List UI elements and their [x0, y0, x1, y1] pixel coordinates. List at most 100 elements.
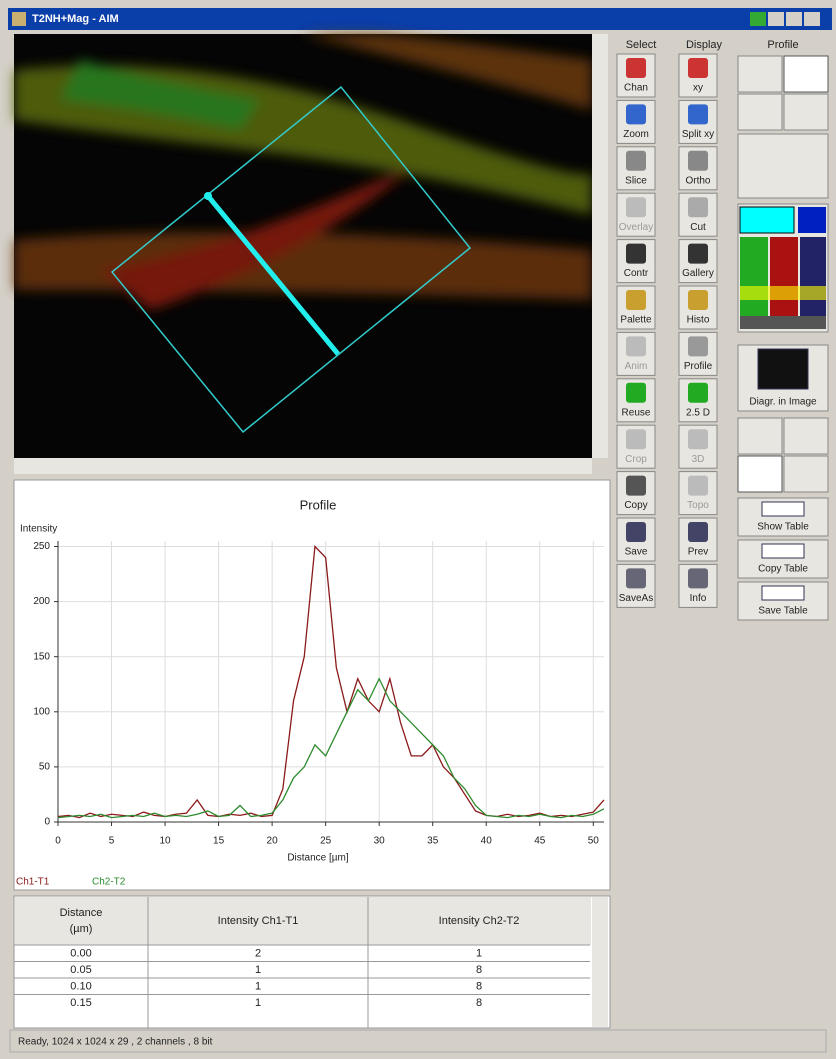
button-icon: [626, 58, 646, 78]
table-cell: 0.05: [70, 964, 91, 976]
control-button[interactable]: [804, 12, 820, 26]
tool-button[interactable]: [784, 94, 828, 130]
button-icon: [626, 104, 646, 124]
table-cell: 2: [255, 947, 261, 959]
x-tick-label: 35: [427, 836, 439, 847]
y-tick-label: 0: [44, 817, 50, 828]
button-icon: [688, 290, 708, 310]
button-label: 3D: [692, 454, 705, 465]
button-label: SaveAs: [619, 593, 653, 604]
button-icon: [688, 104, 708, 124]
tool-button[interactable]: [784, 418, 828, 454]
color-swatch[interactable]: [770, 237, 798, 329]
button-label: Info: [690, 593, 707, 604]
color-swatch[interactable]: [798, 207, 826, 233]
button-label: Slice: [625, 175, 647, 186]
button-icon: [688, 197, 708, 217]
button-icon: [626, 568, 646, 588]
button-label: Contr: [624, 268, 649, 279]
column-header: Intensity Ch2-T2: [439, 915, 520, 927]
tool-button[interactable]: [784, 56, 828, 92]
legend-entry: Ch2-T2: [92, 877, 126, 888]
table-cell: 8: [476, 964, 482, 976]
color-swatch[interactable]: [800, 237, 826, 329]
button-icon: [626, 476, 646, 496]
button-icon: [688, 429, 708, 449]
button-label: Save: [625, 547, 648, 558]
tool-button[interactable]: [784, 456, 828, 492]
button-icon: [758, 349, 808, 389]
toolbar-heading: Profile: [767, 39, 798, 51]
button-label: Overlay: [619, 222, 653, 233]
button-label: Anim: [625, 361, 648, 372]
button-label: xy: [693, 83, 703, 94]
line-style-panel[interactable]: [738, 134, 828, 198]
button-label: Chan: [624, 83, 648, 94]
button-label: Cut: [690, 222, 706, 233]
button-label: Gallery: [682, 268, 714, 279]
table-cell: 0.00: [70, 947, 91, 959]
y-axis-label: Intensity: [20, 524, 57, 535]
control-button[interactable]: [750, 12, 766, 26]
button-label: Histo: [687, 315, 710, 326]
v-scrollbar[interactable]: [592, 34, 608, 458]
button-icon: [688, 383, 708, 403]
button-label: Copy Table: [758, 564, 808, 575]
table-scrollbar[interactable]: [592, 897, 608, 1027]
line-handle[interactable]: [204, 192, 212, 200]
x-tick-label: 0: [55, 836, 61, 847]
h-scrollbar[interactable]: [14, 458, 592, 474]
button-label: Show Table: [757, 522, 809, 533]
button-icon: [626, 522, 646, 542]
x-tick-label: 30: [374, 836, 386, 847]
tool-button[interactable]: [738, 418, 782, 454]
column-header: Intensity Ch1-T1: [218, 915, 299, 927]
app-icon: [12, 12, 26, 26]
table-cell: 8: [476, 980, 482, 992]
x-tick-label: 10: [159, 836, 171, 847]
button-label: Split xy: [682, 129, 714, 140]
tool-button[interactable]: [738, 56, 782, 92]
status-text: Ready, 1024 x 1024 x 29 , 2 channels , 8…: [18, 1037, 213, 1048]
button-icon: [688, 568, 708, 588]
button-icon: [626, 290, 646, 310]
button-icon: [626, 383, 646, 403]
button-icon: [762, 544, 804, 558]
color-swatch[interactable]: [740, 207, 794, 233]
control-button[interactable]: [786, 12, 802, 26]
y-tick-label: 250: [33, 541, 50, 552]
toolbar-heading: Display: [686, 39, 723, 51]
control-button[interactable]: [768, 12, 784, 26]
tool-button[interactable]: [738, 456, 782, 492]
y-tick-label: 50: [39, 762, 51, 773]
color-swatch[interactable]: [740, 286, 826, 300]
color-swatch[interactable]: [740, 237, 768, 329]
color-swatch[interactable]: [740, 316, 826, 329]
tool-button[interactable]: [738, 94, 782, 130]
button-icon: [626, 244, 646, 264]
chart-panel: [14, 480, 610, 890]
button-label: Zoom: [623, 129, 649, 140]
app-window: T2NH+Mag - AIM Profile Intensity Distanc…: [0, 0, 836, 1059]
button-label: Copy: [624, 500, 647, 511]
title-bar: [8, 8, 832, 30]
y-tick-label: 150: [33, 651, 50, 662]
button-icon: [688, 244, 708, 264]
x-tick-label: 5: [109, 836, 115, 847]
y-tick-label: 200: [33, 596, 50, 607]
x-tick-label: 25: [320, 836, 332, 847]
table-cell: 1: [255, 980, 261, 992]
button-label: 2.5 D: [686, 407, 710, 418]
table-cell: 1: [476, 947, 482, 959]
button-label: Palette: [620, 315, 652, 326]
button-icon: [688, 522, 708, 542]
button-icon: [688, 151, 708, 171]
table-cell: 0.10: [70, 980, 91, 992]
y-tick-label: 100: [33, 706, 50, 717]
table-cell: 1: [255, 964, 261, 976]
x-tick-label: 15: [213, 836, 225, 847]
chart-title: Profile: [300, 497, 337, 512]
window-title: T2NH+Mag - AIM: [32, 13, 119, 25]
button-icon: [688, 336, 708, 356]
button-icon: [688, 58, 708, 78]
